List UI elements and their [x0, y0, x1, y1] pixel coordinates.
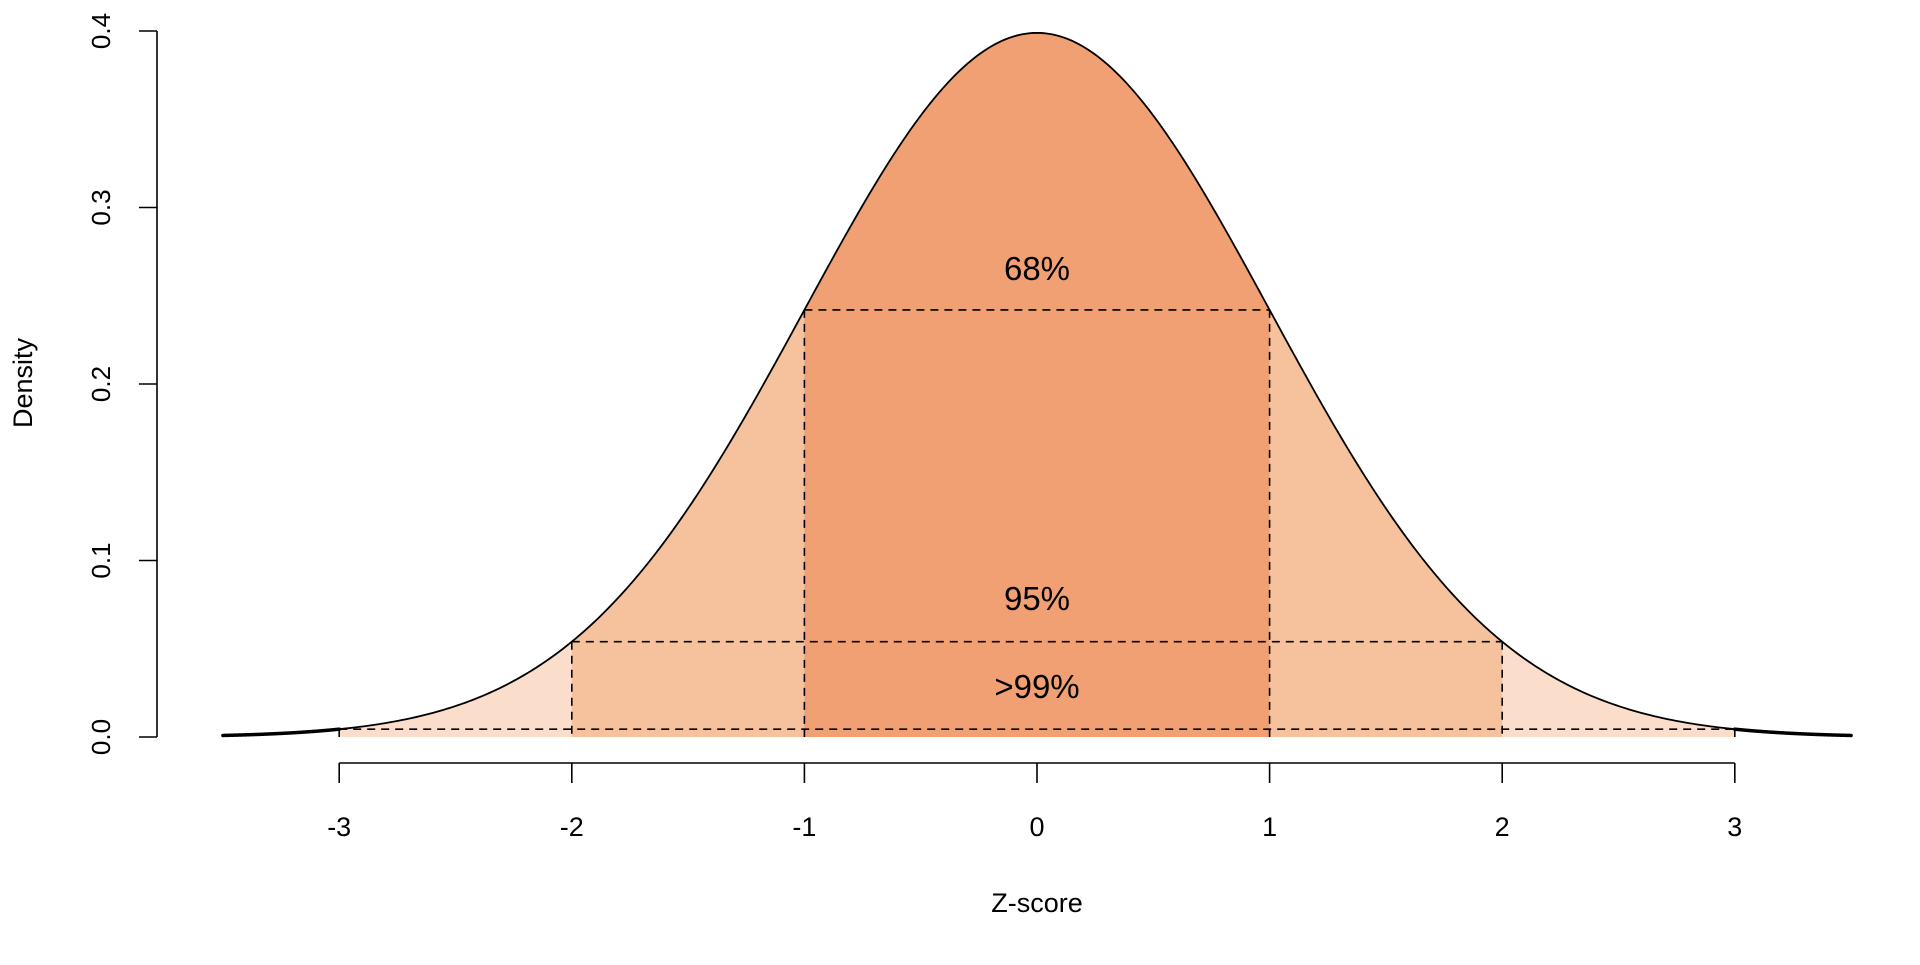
x-tick-label: -2 [560, 812, 584, 842]
x-tick-label: 3 [1727, 812, 1742, 842]
density-curve-right-tail [1733, 727, 1853, 738]
density-curve [339, 31, 1735, 731]
x-tick-label: -1 [792, 812, 816, 842]
y-tick-label: 0.4 [86, 13, 116, 49]
x-tick-label: 2 [1495, 812, 1510, 842]
x-tick-label: 1 [1262, 812, 1277, 842]
x-tick-label: -3 [327, 812, 351, 842]
x-tick-label: 0 [1029, 812, 1044, 842]
y-tick-label: 0.3 [86, 189, 116, 225]
y-tick-label: 0.0 [86, 719, 116, 755]
x-axis-label: Z-score [991, 888, 1083, 918]
y-tick-label: 0.1 [86, 542, 116, 578]
region-label-1: 95% [1004, 580, 1070, 617]
density-curve-left-tail [221, 727, 341, 738]
region-fill-2 [804, 32, 1270, 738]
y-axis-label: Density [8, 337, 38, 428]
y-tick-label: 0.2 [86, 366, 116, 402]
region-label-2: 68% [1004, 250, 1070, 287]
region-label-0: >99% [994, 668, 1079, 705]
